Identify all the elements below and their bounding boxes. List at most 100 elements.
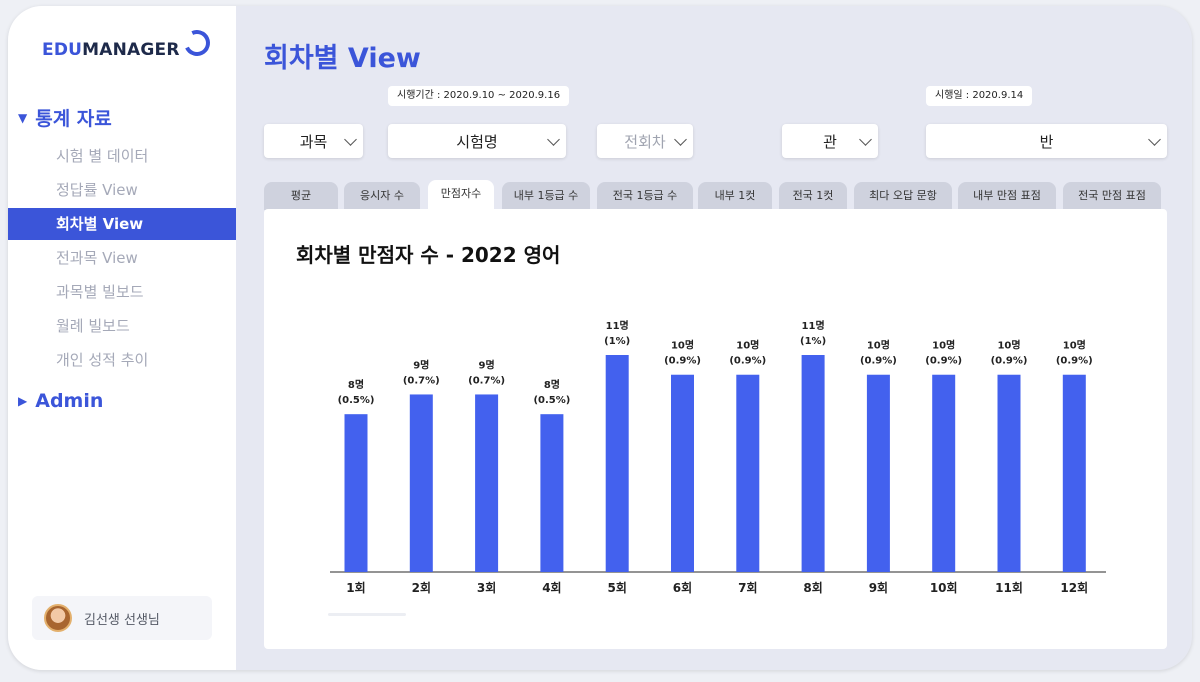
subject-select[interactable]: 과목 xyxy=(264,124,363,158)
x-tick-label: 5회 xyxy=(608,580,627,595)
sidebar-item-round-view[interactable]: 회차별 View xyxy=(8,208,236,240)
chevron-down-icon xyxy=(674,133,687,146)
page-title: 회차별 View xyxy=(264,36,421,75)
x-tick-label: 3회 xyxy=(477,580,496,595)
x-tick-label: 4회 xyxy=(542,580,561,595)
exam-name-select[interactable]: 시험명 xyxy=(388,124,566,158)
bar-percent-label: (0.9%) xyxy=(1056,356,1093,367)
exam-name-select-value: 시험명 xyxy=(456,131,497,152)
avatar xyxy=(44,604,72,632)
round-select-value: 전회차 xyxy=(624,131,665,152)
sidebar-item-personal-trend[interactable]: 개인 성적 추이 xyxy=(8,344,236,376)
tab-national-grade1[interactable]: 전국 1등급 수 xyxy=(597,182,693,210)
chevron-down-icon xyxy=(344,133,357,146)
main-content: 회차별 View 시행기간 : 2020.9.10 ~ 2020.9.16 시행… xyxy=(236,6,1192,670)
x-tick-label: 12회 xyxy=(1060,580,1088,595)
bar-percent-label: (1%) xyxy=(800,336,826,347)
triangle-right-icon: ▶ xyxy=(18,394,27,408)
bar-percent-label: (0.9%) xyxy=(991,356,1028,367)
bar-7[interactable] xyxy=(736,375,759,572)
tab-most-wrong[interactable]: 최다 오답 문항 xyxy=(854,182,952,210)
bar-value-label: 10명 xyxy=(932,339,955,352)
bar-value-label: 10명 xyxy=(671,339,694,352)
tab-internal-cut[interactable]: 내부 1컷 xyxy=(698,182,772,210)
bar-value-label: 8명 xyxy=(544,378,560,391)
x-tick-label: 10회 xyxy=(930,580,958,595)
bar-percent-label: (0.9%) xyxy=(729,356,766,367)
bar-value-label: 8명 xyxy=(348,378,364,391)
logo-ring-icon xyxy=(180,26,213,59)
bar-6[interactable] xyxy=(671,375,694,572)
bar-11[interactable] xyxy=(998,375,1021,572)
bar-percent-label: (0.5%) xyxy=(338,395,375,406)
x-tick-label: 1회 xyxy=(346,580,365,595)
round-select[interactable]: 전회차 xyxy=(597,124,693,158)
x-tick-label: 11회 xyxy=(995,580,1023,595)
bar-value-label: 9명 xyxy=(479,358,495,371)
class-select[interactable]: 반 xyxy=(926,124,1167,158)
nav-section-statistics[interactable]: ▼ 통계 자료 xyxy=(18,104,112,131)
tab-perfect-scorers[interactable]: 만점자수 xyxy=(428,180,494,210)
bar-value-label: 11명 xyxy=(606,319,629,332)
bar-chart: 8명 (0.5%) 1회 9명 (0.7%) 2회 9명 (0.7%) 3회 8명 (0.5%) 4회… xyxy=(264,209,1167,629)
bar-10[interactable] xyxy=(932,375,955,572)
chevron-down-icon xyxy=(859,133,872,146)
x-tick-label: 7회 xyxy=(738,580,757,595)
nav-section-admin[interactable]: ▶ Admin xyxy=(18,390,103,412)
sidebar-item-correct-rate[interactable]: 정답률 View xyxy=(8,174,236,206)
bar-2[interactable] xyxy=(410,394,433,572)
tab-average[interactable]: 평균 xyxy=(264,182,338,210)
chevron-down-icon xyxy=(547,133,560,146)
x-tick-label: 8회 xyxy=(803,580,822,595)
period-chip: 시행기간 : 2020.9.10 ~ 2020.9.16 xyxy=(388,86,569,106)
user-name: 김선생 선생님 xyxy=(84,609,160,628)
bar-percent-label: (0.9%) xyxy=(925,356,962,367)
bar-1[interactable] xyxy=(345,414,368,572)
bar-percent-label: (0.7%) xyxy=(468,375,505,386)
bar-4[interactable] xyxy=(540,414,563,572)
bar-value-label: 11명 xyxy=(802,319,825,332)
user-card[interactable]: 김선생 선생님 xyxy=(32,596,212,640)
date-chip: 시행일 : 2020.9.14 xyxy=(926,86,1032,106)
sidebar-item-monthly-billboard[interactable]: 월례 빌보드 xyxy=(8,310,236,342)
sidebar-item-all-subjects[interactable]: 전과목 View xyxy=(8,242,236,274)
app-window: EDUMANAGER ▼ 통계 자료 시험 별 데이터 정답률 View 회차별… xyxy=(8,6,1192,670)
bar-value-label: 10명 xyxy=(736,339,759,352)
bar-value-label: 10명 xyxy=(867,339,890,352)
x-tick-label: 2회 xyxy=(412,580,431,595)
tab-national-cut[interactable]: 전국 1컷 xyxy=(779,182,847,210)
logo: EDUMANAGER xyxy=(42,40,180,60)
bar-12[interactable] xyxy=(1063,375,1086,572)
x-tick-label: 9회 xyxy=(869,580,888,595)
bar-percent-label: (0.9%) xyxy=(860,356,897,367)
bar-value-label: 10명 xyxy=(1063,339,1086,352)
bar-9[interactable] xyxy=(867,375,890,572)
bar-percent-label: (0.7%) xyxy=(403,375,440,386)
tab-examinees[interactable]: 응시자 수 xyxy=(344,182,420,210)
class-select-value: 반 xyxy=(1040,131,1054,152)
hall-select-value: 관 xyxy=(823,131,837,152)
bar-8[interactable] xyxy=(802,355,825,572)
bar-3[interactable] xyxy=(475,394,498,572)
chart-panel: 회차별 만점자 수 - 2022 영어 8명(0.5%)1회9명(0.7%)2회… xyxy=(264,209,1167,649)
subject-select-value: 과목 xyxy=(300,131,328,152)
nav-section-label: 통계 자료 xyxy=(35,104,112,131)
nav-section-label: Admin xyxy=(35,390,103,412)
bar-percent-label: (1%) xyxy=(604,336,630,347)
tab-internal-perfect-score[interactable]: 내부 만점 표점 xyxy=(958,182,1056,210)
tab-internal-grade1[interactable]: 내부 1등급 수 xyxy=(502,182,590,210)
bar-value-label: 9명 xyxy=(413,358,429,371)
sidebar-item-exam-data[interactable]: 시험 별 데이터 xyxy=(8,140,236,172)
bar-value-label: 10명 xyxy=(997,339,1020,352)
chevron-down-icon xyxy=(1148,133,1161,146)
bar-5[interactable] xyxy=(606,355,629,572)
bar-percent-label: (0.9%) xyxy=(664,356,701,367)
horizontal-scrollbar[interactable] xyxy=(328,613,406,616)
tab-national-perfect-score[interactable]: 전국 만점 표점 xyxy=(1063,182,1161,210)
triangle-down-icon: ▼ xyxy=(18,111,27,125)
sidebar-item-subject-billboard[interactable]: 과목별 빌보드 xyxy=(8,276,236,308)
bar-percent-label: (0.5%) xyxy=(533,395,570,406)
sidebar: EDUMANAGER ▼ 통계 자료 시험 별 데이터 정답률 View 회차별… xyxy=(8,6,236,670)
hall-select[interactable]: 관 xyxy=(782,124,878,158)
x-tick-label: 6회 xyxy=(673,580,692,595)
